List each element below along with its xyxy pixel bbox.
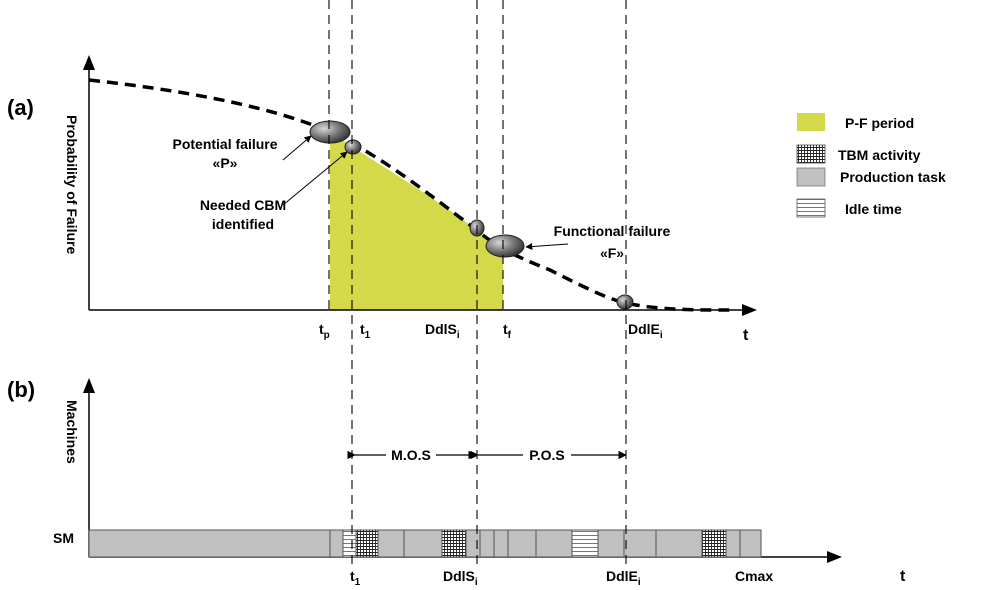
panel-b-x-axis-label: t [900, 568, 906, 585]
legend-label-pf-period: P-F period [845, 115, 914, 131]
pos-label: P.O.S [529, 447, 565, 463]
needed-cbm-label-2: identified [212, 216, 274, 232]
axis-a-y-arrow [83, 55, 95, 70]
tick-t1-b: t1 [350, 568, 361, 588]
pos-label-bg [523, 446, 571, 464]
cbm-arrow [282, 151, 348, 206]
legend-label-tbm: TBM activity [838, 147, 921, 163]
production-task [739, 529, 762, 558]
mos-label-bg [386, 446, 436, 464]
tick-t1-a: t1 [360, 321, 371, 341]
production-task [403, 529, 443, 558]
legend-label-production: Production task [840, 169, 946, 185]
potential-failure-marker [309, 120, 351, 144]
mos-label: M.O.S [391, 447, 431, 463]
production-task [329, 529, 344, 558]
functional-failure-label-1: Functional failure [554, 223, 671, 239]
needed-cbm-label-1: Needed CBM [200, 197, 286, 213]
production-task [725, 529, 741, 558]
idle-time [571, 529, 599, 558]
tbm-activity [355, 529, 379, 558]
production-task [507, 529, 537, 558]
production-task [88, 529, 331, 558]
tick-tf: tf [503, 321, 512, 341]
tick-ddle-a: DdlEi [628, 321, 663, 341]
legend-label-idle: Idle time [845, 201, 902, 217]
functional-failure-marker [485, 234, 525, 258]
production-task [479, 529, 495, 558]
ddle-marker [616, 294, 634, 310]
axis-b-y-arrow [83, 378, 95, 393]
production-task [377, 529, 405, 558]
panel-b-y-axis-label: Machines [64, 400, 80, 464]
legend-swatch-production [796, 167, 826, 187]
axis-a-x-arrow [742, 304, 757, 316]
pf-period-area [330, 132, 503, 310]
tbm-activity [701, 529, 727, 558]
production-task [597, 529, 625, 558]
production-task [493, 529, 509, 558]
functional-failure-label-2: «F» [600, 245, 624, 261]
potential-failure-arrow [282, 135, 312, 161]
potential-failure-label-1: Potential failure [172, 136, 277, 152]
legend-swatch-tbm [796, 144, 826, 164]
legend-swatch-pf-period [797, 113, 825, 131]
tbm-activity [441, 529, 467, 558]
sm-schedule [88, 529, 762, 558]
panel-a-y-axis-label: Probability of Failure [64, 115, 80, 254]
tick-cmax: Cmax [735, 568, 773, 584]
production-task [535, 529, 573, 558]
panel-a-x-axis-label: t [743, 327, 749, 344]
potential-failure-label-2: «P» [213, 155, 238, 171]
legend-swatch-idle [796, 198, 826, 218]
panel-a-tag: (a) [7, 95, 34, 120]
production-task [655, 529, 703, 558]
machine-label-sm: SM [53, 530, 74, 546]
axis-b-x-arrow [827, 551, 842, 563]
vertical-guides [328, 0, 627, 565]
idle-time [342, 529, 357, 558]
cbm-identified-marker [344, 139, 362, 155]
tick-ddle-b: DdlEi [606, 568, 641, 588]
tick-ddls-a: DdlSi [425, 321, 460, 341]
panel-b-tag: (b) [7, 377, 35, 402]
tick-tp: tp [319, 321, 330, 341]
production-task [623, 529, 657, 558]
tick-ddls-b: DdlSi [443, 568, 478, 588]
functional-failure-arrow [525, 243, 569, 251]
production-task [465, 529, 481, 558]
